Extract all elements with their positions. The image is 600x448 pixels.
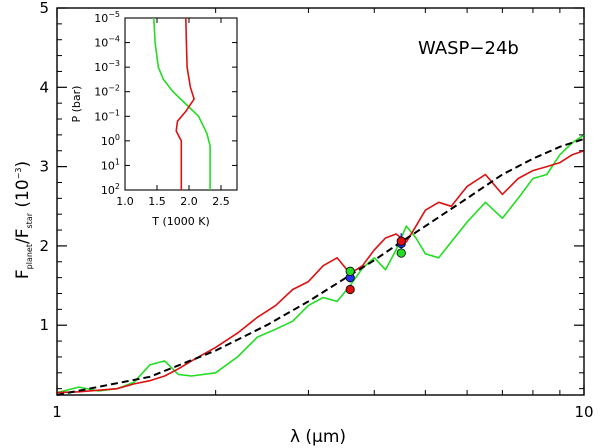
y-tick-label: 4: [39, 78, 49, 96]
inset-profile-line-0: [153, 17, 211, 190]
inset-y-tick-label: 100: [101, 133, 120, 148]
planet-annotation: WASP−24b: [418, 38, 519, 59]
x-tick-label: 10: [574, 403, 593, 421]
inset-x-tick-label: 2.5: [212, 195, 230, 208]
inset-profile-line-1: [175, 17, 195, 190]
y-tick-label: 1: [39, 316, 49, 334]
x-tick-label: 1: [52, 403, 62, 421]
inset-y-tick-label: 10−1: [94, 108, 120, 123]
inset-x-axis-label: T (1000 K): [151, 215, 210, 228]
data-point-2: [345, 266, 355, 276]
main-plot-frame: [56, 7, 585, 396]
y-tick-label: 5: [39, 0, 49, 17]
inset-x-tick-label: 2.0: [180, 195, 198, 208]
data-point-4: [396, 236, 406, 246]
inset-y-tick-label: 101: [101, 157, 120, 172]
inset-y-tick-label: 102: [101, 182, 120, 197]
y-tick-label: 3: [39, 158, 49, 176]
main-plot-marks: [56, 134, 585, 396]
inset-y-tick-label: 10−4: [94, 35, 120, 50]
inset-plot-marks: [153, 17, 211, 190]
inset-y-tick-label: 10−5: [94, 10, 120, 25]
inset-x-tick-label: 1.5: [148, 195, 166, 208]
inset-axis-ticks: 1.0 1.5 2.0 2.5 10−5 10−4 10−3 10−2 10−1 100 101 10…: [94, 10, 237, 208]
y-axis-label: Fplanet/Fstar (10−3): [13, 161, 34, 279]
inset-y-axis-label: P (bar): [70, 86, 83, 123]
data-point-1: [345, 284, 355, 295]
inset-y-tick-label: 10−2: [94, 84, 120, 99]
inset-y-tick-label: 10−3: [94, 59, 120, 74]
x-axis-label: λ (μm): [290, 427, 346, 447]
series-line-0: [56, 134, 585, 394]
data-point-5: [396, 248, 406, 258]
y-tick-label: 2: [39, 237, 49, 255]
series-line-2: [56, 137, 585, 396]
inset-x-tick-label: 1.0: [116, 195, 134, 208]
series-line-1: [56, 149, 585, 394]
